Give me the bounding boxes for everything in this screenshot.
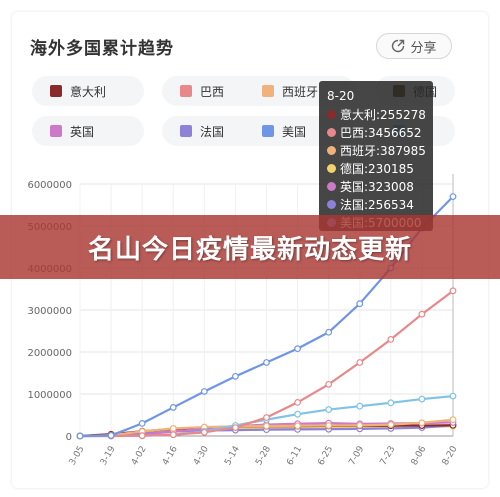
data-point (449, 193, 457, 201)
x-tick-label: 4-16 (161, 444, 180, 467)
y-tick-label: 0 (66, 432, 72, 443)
data-point (325, 406, 333, 413)
data-point (356, 421, 364, 429)
data-point (107, 432, 115, 439)
data-point (169, 404, 177, 411)
tooltip-row: 英国:323008 (327, 177, 425, 195)
tooltip-row: 意大利:255278 (327, 105, 426, 123)
data-point (387, 336, 395, 343)
share-button[interactable]: 分享 (376, 33, 452, 59)
data-point (356, 300, 364, 308)
data-point (138, 420, 146, 427)
x-tick-label: 3-05 (68, 445, 87, 468)
tooltip-row: 德国:230185 (327, 159, 425, 177)
y-tick-label: 3000000 (27, 306, 72, 317)
data-point (325, 328, 333, 336)
legend-swatch (180, 125, 192, 137)
data-point (232, 372, 239, 380)
x-tick-label: 5-28 (254, 444, 273, 467)
data-point (325, 380, 333, 388)
data-point (294, 399, 301, 406)
y-tick-label: 1000000 (27, 390, 72, 401)
data-point (418, 419, 426, 427)
x-tick-label: 4-30 (192, 444, 211, 467)
legend-label: 英国 (70, 124, 95, 139)
x-tick-label: 5-14 (223, 444, 242, 467)
data-point (232, 424, 239, 432)
data-point (356, 402, 364, 410)
data-point (418, 310, 426, 318)
tooltip-dot (327, 199, 336, 209)
legend-item[interactable]: 意大利 (32, 76, 144, 106)
tooltip-value: 法国:256534 (340, 197, 414, 212)
data-point (76, 432, 84, 440)
x-tick-label: 6-11 (285, 445, 304, 468)
data-point (200, 388, 208, 395)
data-point (294, 345, 301, 353)
x-tick-label: 3-19 (99, 444, 118, 467)
legend-label: 意大利 (70, 84, 107, 99)
x-tick-label: 8-06 (410, 444, 429, 467)
x-tick-label: 4-02 (130, 445, 149, 468)
x-tick-label: 7-23 (379, 445, 398, 468)
y-tick-label: 2000000 (27, 348, 72, 359)
tooltip-value: 巴西:3456652 (340, 125, 422, 140)
tooltip-row: 巴西:3456652 (327, 123, 425, 141)
y-tick-label: 6000000 (27, 180, 72, 191)
data-point (263, 359, 270, 366)
share-icon (392, 39, 405, 53)
x-tick-label: 7-09 (347, 444, 366, 467)
banner-text: 名山今日疫情最新动态更新 (87, 234, 412, 265)
tooltip-row: 西班牙:387985 (327, 141, 426, 159)
data-point (387, 399, 395, 407)
legend-label: 巴西 (200, 84, 225, 99)
x-tick-label: 6-25 (316, 445, 335, 468)
chart-tooltip: 8-20 意大利:255278 巴西:3456652 西班牙:387985 德国:23… (319, 81, 433, 231)
data-point (325, 422, 333, 429)
headline-banner: 名山今日疫情最新动态更新 (0, 215, 500, 279)
x-tick-label: 8-20 (441, 444, 460, 467)
tooltip-value: 西班牙:387985 (340, 143, 426, 158)
data-point (449, 416, 457, 424)
legend-item[interactable]: 英国 (32, 116, 144, 146)
data-point (200, 428, 208, 436)
share-label: 分享 (410, 40, 437, 56)
data-point (449, 392, 457, 400)
tooltip-dot (327, 145, 336, 155)
legend-label: 法国 (200, 124, 225, 139)
tooltip-dot (327, 127, 336, 137)
data-point (169, 431, 177, 439)
data-point (387, 421, 395, 429)
data-point (294, 410, 301, 418)
data-point (449, 287, 457, 295)
data-point (263, 414, 270, 421)
tooltip-value: 德国:230185 (340, 161, 414, 176)
tooltip-dot (327, 163, 336, 173)
data-point (294, 422, 301, 430)
data-point (169, 425, 177, 432)
legend-swatch (50, 125, 62, 137)
tooltip-dot (327, 109, 336, 119)
data-point (263, 422, 270, 430)
legend-swatch (262, 85, 274, 97)
page-title: 海外多国累计趋势 (30, 39, 174, 59)
legend-swatch (262, 125, 274, 137)
legend-label: 西班牙 (282, 84, 319, 99)
tooltip-value: 英国:323008 (340, 179, 414, 194)
tooltip-date: 8-20 (327, 89, 355, 103)
tooltip-row: 法国:256534 (327, 195, 425, 213)
data-point (138, 432, 146, 440)
data-point (356, 359, 364, 366)
legend-swatch (50, 85, 62, 97)
tooltip-dot (327, 181, 336, 191)
data-point (418, 395, 426, 403)
legend-label: 美国 (282, 124, 307, 139)
tooltip-value: 意大利:255278 (340, 107, 426, 122)
legend-swatch (180, 85, 192, 97)
